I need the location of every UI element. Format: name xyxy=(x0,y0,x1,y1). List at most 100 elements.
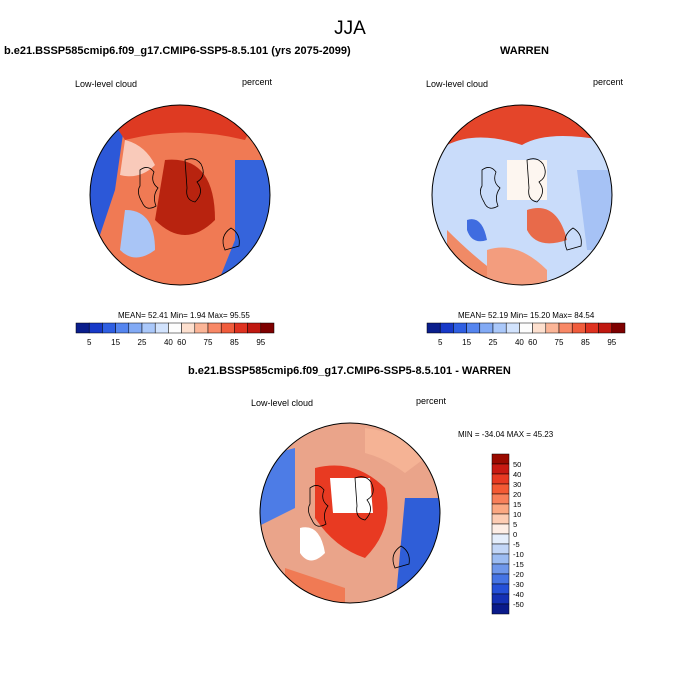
colorbar-box xyxy=(491,563,510,575)
colorbar-box xyxy=(558,322,573,334)
colorbar-tick-label: 75 xyxy=(555,338,564,347)
colorbar-box xyxy=(491,593,510,605)
panel-1-colorbar-labels: 5 15 25 40 60 75 85 95 xyxy=(87,338,266,347)
colorbar-box xyxy=(491,553,510,565)
colorbar-tick-label: 15 xyxy=(513,500,521,509)
colorbar-box xyxy=(491,513,510,525)
colorbar-tick-label: 40 xyxy=(164,338,173,347)
colorbar-box xyxy=(491,463,510,475)
colorbar-tick-label: 5 xyxy=(87,338,92,347)
colorbar-box xyxy=(491,543,510,555)
colorbar-tick-label: 85 xyxy=(581,338,590,347)
colorbar-box xyxy=(571,322,586,334)
colorbar-tick-label: -50 xyxy=(513,600,524,609)
colorbar-box xyxy=(453,322,467,334)
colorbar-box xyxy=(141,322,156,334)
panel-1-colorbar-boxes xyxy=(75,322,275,334)
colorbar-tick-label: -10 xyxy=(513,550,524,559)
panel-2-stats: MEAN= 52.19 Min= 15.20 Max= 84.54 xyxy=(458,311,595,320)
panel-3-left-label: Low-level cloud xyxy=(251,398,314,408)
colorbar-box xyxy=(491,493,510,505)
colorbar-box xyxy=(519,322,533,334)
figure-title: JJA xyxy=(334,18,366,39)
colorbar-box xyxy=(598,322,613,334)
colorbar-box xyxy=(491,473,510,485)
colorbar-tick-label: 0 xyxy=(513,530,517,539)
panel-1-stats: MEAN= 52.41 Min= 1.94 Max= 95.55 xyxy=(118,311,250,320)
colorbar-box xyxy=(181,322,196,334)
colorbar-box xyxy=(532,322,547,334)
colorbar-box xyxy=(479,322,494,334)
panel-1-title: b.e21.BSSP585cmip6.f09_g17.CMIP6-SSP5-8.… xyxy=(4,45,351,57)
colorbar-tick-label: 60 xyxy=(177,338,186,347)
colorbar-box xyxy=(247,322,262,334)
panel-3-title: b.e21.BSSP585cmip6.f09_g17.CMIP6-SSP5-8.… xyxy=(188,365,511,377)
colorbar-box xyxy=(491,453,510,465)
colorbar-box xyxy=(128,322,143,334)
colorbar-box xyxy=(207,322,222,334)
colorbar-tick-label: 95 xyxy=(607,338,616,347)
panel-2-left-label: Low-level cloud xyxy=(426,79,489,89)
colorbar-tick-label: 85 xyxy=(230,338,239,347)
panel-3-colorbar-boxes xyxy=(491,453,510,615)
colorbar-box xyxy=(505,322,520,334)
colorbar-tick-label: 30 xyxy=(513,480,521,489)
colorbar-tick-label: 10 xyxy=(513,510,521,519)
colorbar-box xyxy=(491,523,510,535)
panel-1-colorbar: 5 15 25 40 60 75 85 95 xyxy=(75,322,275,347)
panel-1-polar-map xyxy=(89,104,271,286)
colorbar-box xyxy=(491,583,510,595)
colorbar-tick-label: 40 xyxy=(513,470,521,479)
panel-1-units-label: percent xyxy=(242,77,273,87)
colorbar-box xyxy=(545,322,560,334)
colorbar-box xyxy=(154,322,169,334)
colorbar-box xyxy=(585,322,599,334)
colorbar-tick-label: 25 xyxy=(489,338,498,347)
colorbar-box xyxy=(491,483,510,495)
colorbar-tick-label: 60 xyxy=(528,338,537,347)
colorbar-box xyxy=(611,322,626,334)
colorbar-tick-label: -20 xyxy=(513,570,524,579)
colorbar-box xyxy=(260,322,275,334)
colorbar-tick-label: -15 xyxy=(513,560,524,569)
colorbar-box xyxy=(491,533,510,545)
colorbar-tick-label: 75 xyxy=(204,338,213,347)
panel-2-colorbar: 5 15 25 40 60 75 85 95 xyxy=(426,322,626,347)
colorbar-box xyxy=(194,322,209,334)
colorbar-tick-label: 95 xyxy=(256,338,265,347)
colorbar-box xyxy=(168,322,182,334)
colorbar-tick-label: 15 xyxy=(111,338,120,347)
colorbar-box xyxy=(491,573,510,585)
colorbar-tick-label: 50 xyxy=(513,460,521,469)
panel-2-polar-map xyxy=(431,104,613,286)
colorbar-box xyxy=(102,322,116,334)
colorbar-tick-label: 15 xyxy=(462,338,471,347)
colorbar-box xyxy=(439,322,454,334)
colorbar-box xyxy=(234,322,248,334)
colorbar-box xyxy=(426,322,441,334)
colorbar-tick-label: 20 xyxy=(513,490,521,499)
panel-3-stats: MIN = -34.04 MAX = 45.23 xyxy=(458,430,554,439)
colorbar-tick-label: 5 xyxy=(438,338,443,347)
panel-2-title: WARREN xyxy=(500,45,549,57)
colorbar-box xyxy=(75,322,90,334)
panel-2-colorbar-boxes xyxy=(426,322,626,334)
colorbar-tick-label: 40 xyxy=(515,338,524,347)
colorbar-box xyxy=(220,322,235,334)
colorbar-box xyxy=(115,322,130,334)
panel-1-left-label: Low-level cloud xyxy=(75,79,138,89)
colorbar-box xyxy=(491,503,510,515)
panel-3-units-label: percent xyxy=(416,396,447,406)
panel-3-polar-map xyxy=(259,422,441,604)
panel-2-colorbar-labels: 5 15 25 40 60 75 85 95 xyxy=(438,338,617,347)
colorbar-box xyxy=(88,322,103,334)
colorbar-box xyxy=(466,322,481,334)
colorbar-tick-label: -5 xyxy=(513,540,520,549)
colorbar-tick-label: -40 xyxy=(513,590,524,599)
colorbar-tick-label: 25 xyxy=(138,338,147,347)
colorbar-tick-label: -30 xyxy=(513,580,524,589)
panel-2-units-label: percent xyxy=(593,77,624,87)
colorbar-tick-label: 5 xyxy=(513,520,517,529)
